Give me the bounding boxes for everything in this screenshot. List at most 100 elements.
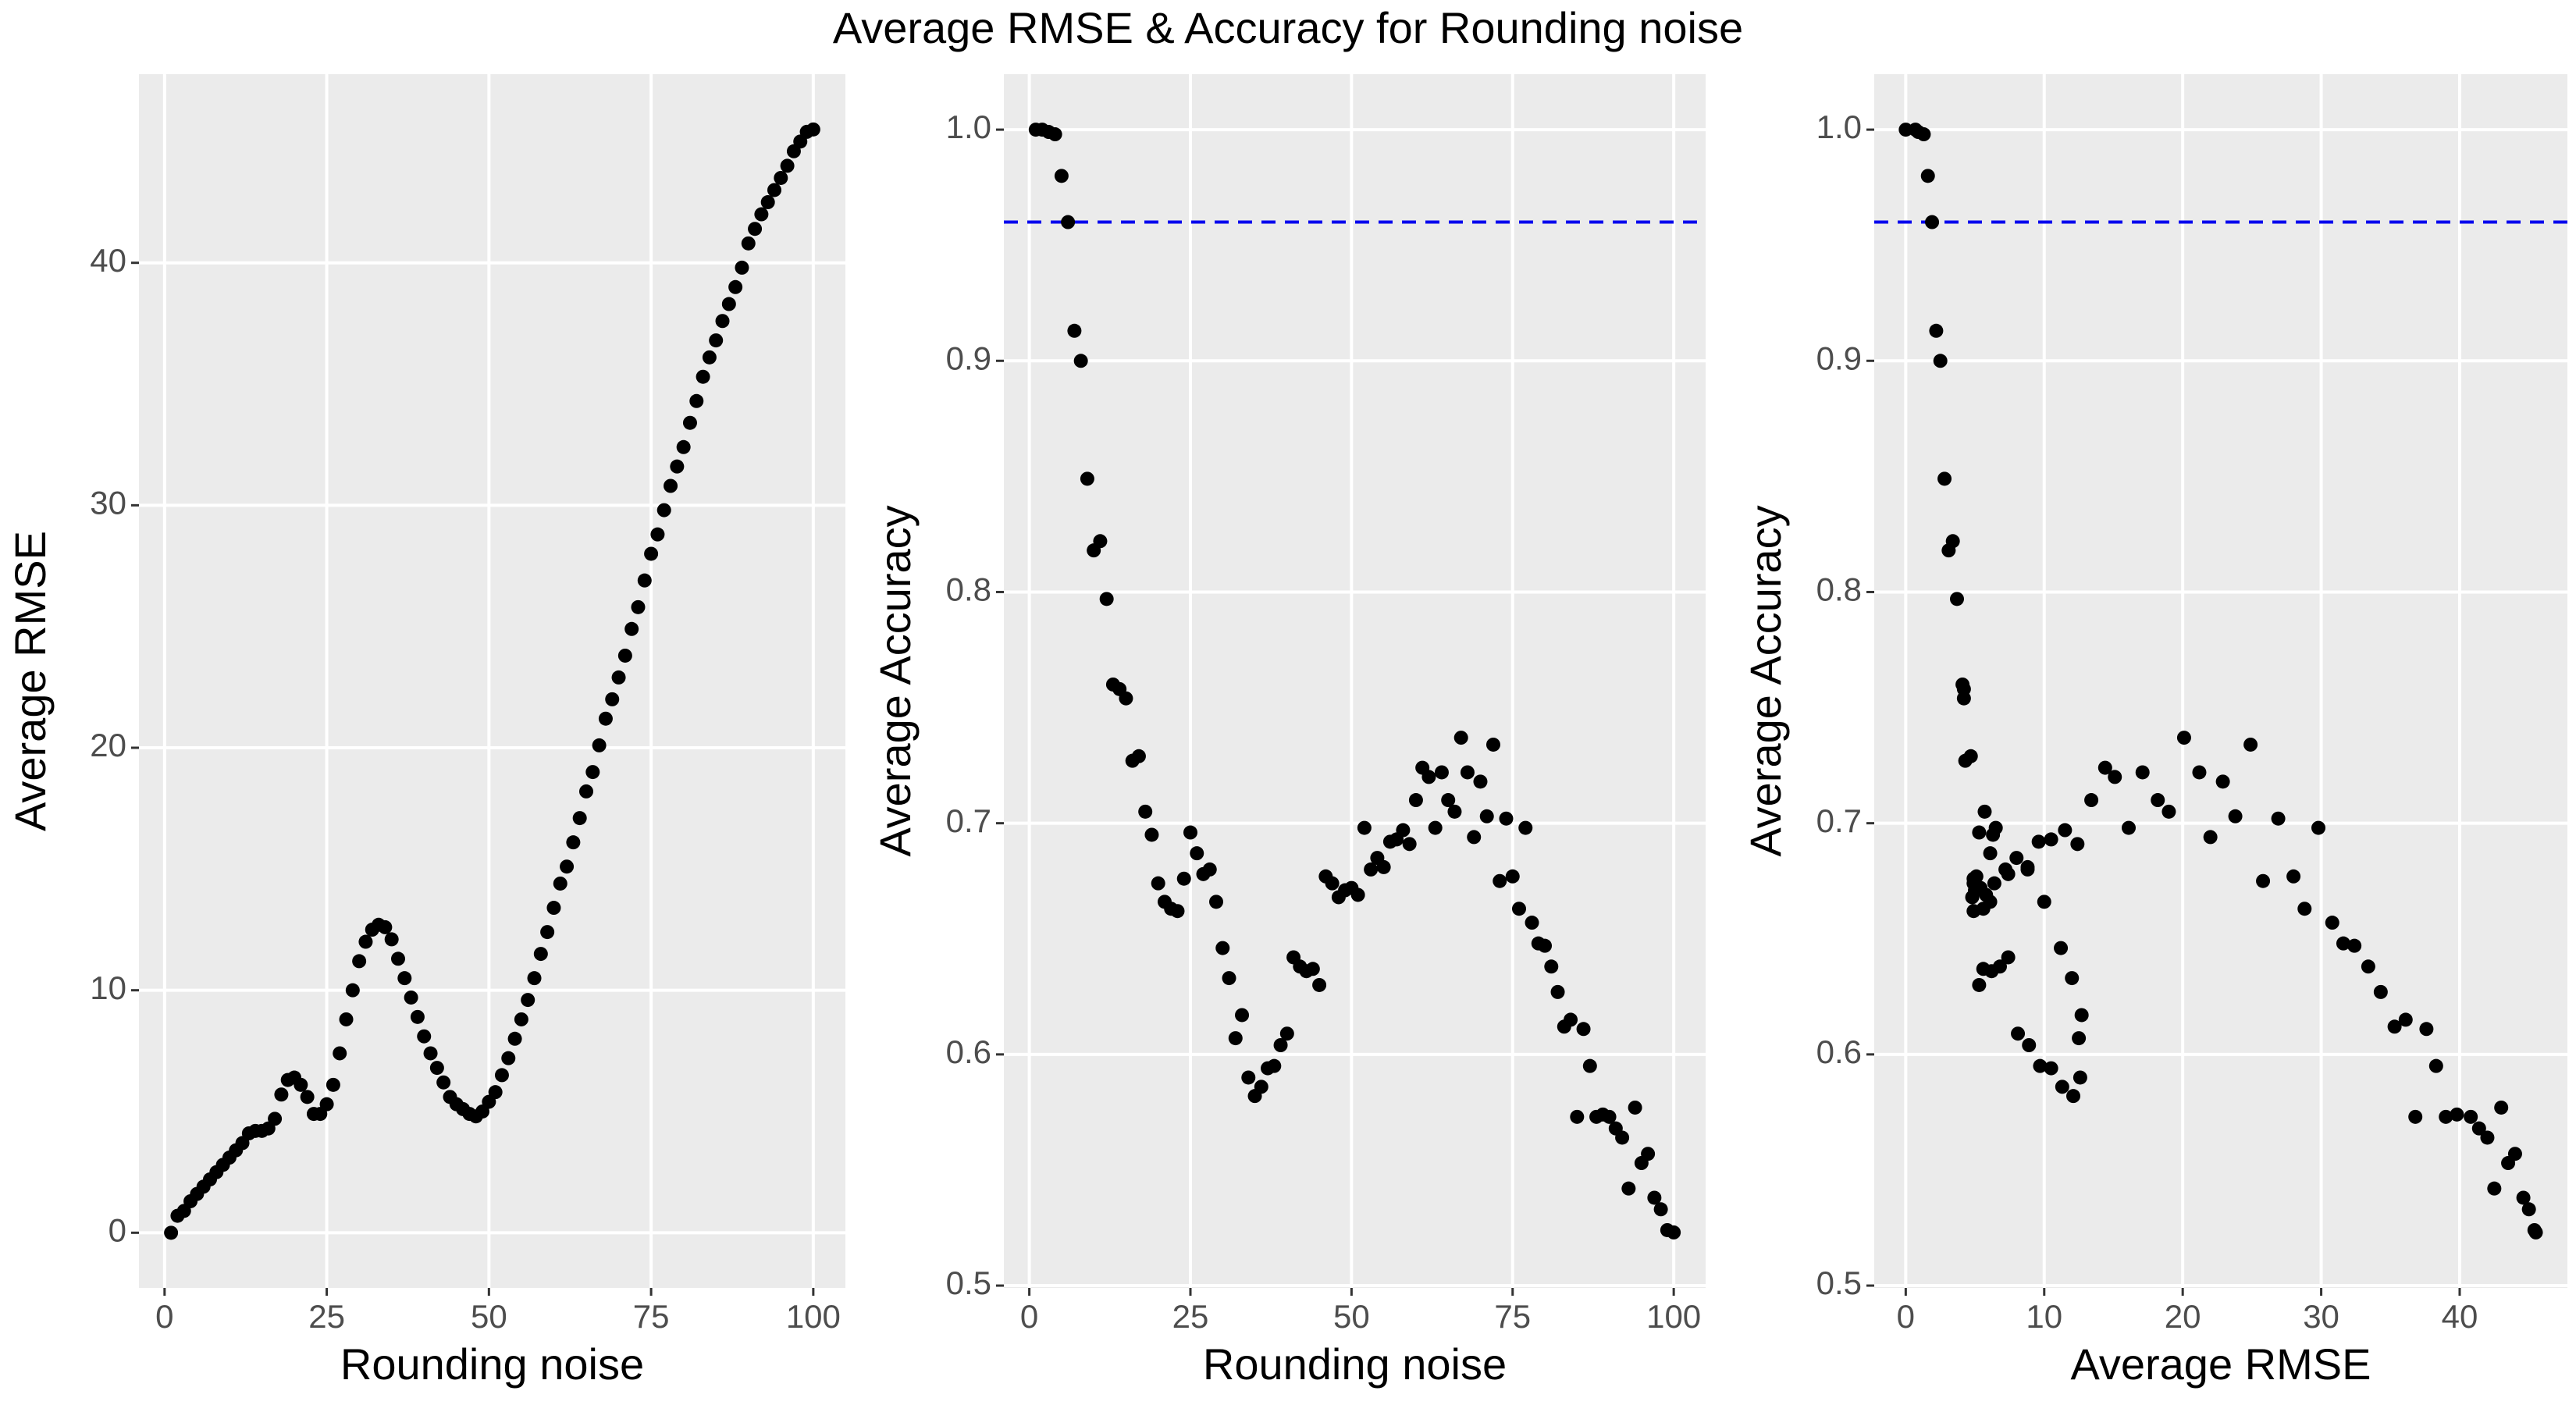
point [1963, 749, 1978, 763]
point [1628, 1100, 1642, 1115]
point [1898, 123, 1913, 137]
point [1441, 793, 1456, 808]
point [2228, 809, 2243, 823]
point [1376, 859, 1391, 874]
point [2044, 832, 2058, 847]
point [164, 1225, 179, 1240]
point [1505, 869, 1520, 884]
point [696, 369, 710, 384]
point [2487, 1181, 2502, 1196]
point [2055, 1080, 2069, 1094]
point [2001, 950, 2016, 965]
point [2121, 820, 2136, 835]
y-tick-label: 0.6 [1816, 1033, 1862, 1070]
point [611, 670, 626, 685]
point [2108, 770, 2122, 784]
x-tick-label: 75 [1494, 1298, 1531, 1335]
point [1357, 820, 1372, 835]
point [1473, 774, 1488, 789]
point [1499, 811, 1514, 826]
x-axis-title: Average RMSE [2071, 1339, 2371, 1389]
point [1485, 737, 1500, 752]
point [1933, 354, 1948, 368]
point [592, 738, 607, 752]
point [585, 765, 600, 780]
point [2020, 859, 2035, 874]
point [507, 1031, 522, 1046]
point [2072, 1031, 2087, 1046]
point [598, 711, 613, 726]
point [741, 236, 756, 251]
point [429, 1061, 444, 1076]
point [767, 183, 782, 197]
point [2325, 916, 2339, 930]
point [1267, 1058, 1282, 1073]
point [1176, 871, 1191, 886]
point [1190, 846, 1204, 861]
point [1972, 977, 1987, 992]
point [2516, 1190, 2531, 1205]
point [1093, 534, 1108, 549]
point [1325, 876, 1340, 891]
point [1202, 862, 1217, 877]
x-tick-label: 20 [2165, 1298, 2201, 1335]
point [2336, 936, 2350, 951]
point [709, 333, 724, 348]
point [2054, 941, 2069, 955]
point [2450, 1107, 2464, 1122]
point [2286, 869, 2301, 884]
point [1151, 876, 1165, 891]
point [1131, 749, 1146, 763]
y-tick-label: 0.5 [1816, 1264, 1862, 1301]
point [754, 207, 769, 222]
point [1364, 862, 1379, 877]
y-axis-title: Average RMSE [5, 531, 55, 831]
point [1183, 825, 1197, 840]
point [2161, 804, 2176, 819]
y-tick-label: 0.9 [1816, 340, 1862, 376]
point [2022, 1038, 2037, 1052]
figure-title: Average RMSE & Accuracy for Rounding noi… [833, 3, 1743, 52]
point [1920, 169, 1935, 183]
point [670, 459, 685, 474]
panel-background [139, 74, 845, 1288]
point [1080, 471, 1094, 486]
point [2192, 765, 2207, 780]
point [1564, 1012, 1578, 1027]
point [1641, 1147, 1656, 1161]
point [436, 1075, 451, 1090]
point [1976, 962, 1991, 976]
point [2073, 1070, 2087, 1085]
point [1170, 904, 1185, 919]
point [617, 648, 632, 663]
point [1467, 830, 1482, 845]
point [2044, 1061, 2058, 1076]
y-axis-title: Average Accuracy [870, 505, 920, 856]
y-axis-title: Average Accuracy [1741, 505, 1790, 856]
point [1647, 1190, 1662, 1205]
point [1054, 169, 1069, 183]
x-axis-title: Rounding noise [340, 1339, 644, 1389]
y-tick-label: 0.8 [1816, 571, 1862, 608]
point [2521, 1202, 2536, 1217]
y-tick-label: 30 [90, 484, 126, 521]
point [2419, 1022, 2434, 1037]
point [1615, 1130, 1630, 1145]
point [1138, 804, 1153, 819]
x-tick-label: 100 [786, 1298, 841, 1335]
x-tick-label: 75 [633, 1298, 670, 1335]
y-tick-label: 0 [109, 1211, 126, 1248]
point [533, 947, 548, 962]
point [1421, 770, 1436, 784]
point [2084, 793, 2099, 808]
point [1073, 354, 1088, 368]
point [494, 1068, 509, 1083]
point [2065, 971, 2080, 986]
point [702, 350, 717, 365]
point [1977, 804, 1992, 819]
point [650, 527, 665, 542]
point [566, 835, 581, 850]
point [2070, 837, 2085, 852]
point [1099, 592, 1114, 606]
